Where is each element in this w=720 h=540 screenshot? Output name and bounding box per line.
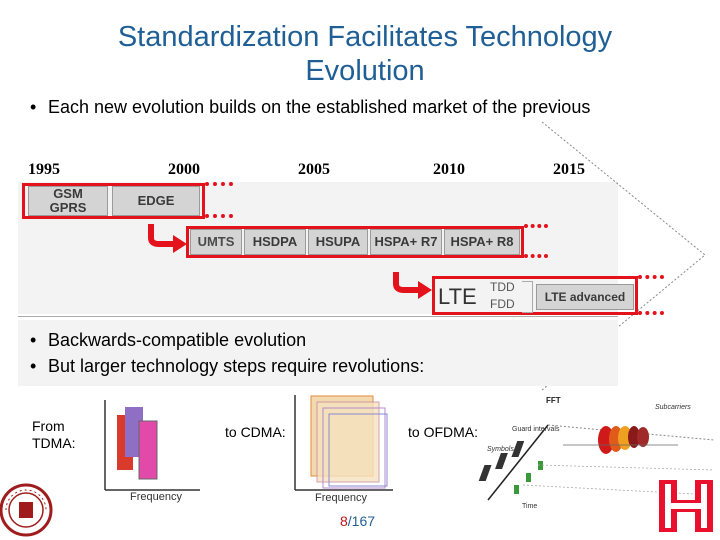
mid-bullet: • But larger technology steps require rev… bbox=[30, 356, 424, 377]
year-label: 2010 bbox=[433, 161, 465, 178]
tdma-caption-line2: TDMA: bbox=[32, 435, 76, 451]
timeline-rule bbox=[18, 316, 618, 317]
cdma-xlabel: Frequency bbox=[315, 492, 367, 504]
dotted-extension bbox=[205, 182, 233, 186]
gprs-label: GPRS bbox=[49, 200, 87, 215]
tdma-caption-line1: From bbox=[32, 418, 65, 434]
bullet-dot: • bbox=[30, 330, 37, 350]
tdd-label: TDD bbox=[490, 280, 515, 294]
gsm-gprs-box: GSM GPRS bbox=[28, 186, 108, 216]
bullet-dot: • bbox=[30, 356, 37, 376]
bend-arrow-icon bbox=[148, 224, 187, 253]
dotted-extension bbox=[205, 214, 233, 218]
mid-bullet-text: But larger technology steps require revo… bbox=[48, 356, 425, 376]
bullet-dot: • bbox=[30, 97, 37, 117]
bracket bbox=[522, 281, 533, 313]
dotted-extension bbox=[638, 311, 664, 315]
year-label: 2015 bbox=[553, 161, 585, 178]
ofdma-caption: to OFDMA: bbox=[408, 424, 479, 440]
top-bullet-text: Each new evolution builds on the establi… bbox=[48, 97, 591, 117]
row3-highlight bbox=[432, 276, 638, 315]
fdd-label: FDD bbox=[490, 297, 515, 311]
year-label: 2005 bbox=[298, 161, 330, 178]
dotted-extension bbox=[524, 224, 548, 228]
tdma-caption: From TDMA: bbox=[32, 418, 76, 452]
ofdma-diagram bbox=[478, 424, 715, 501]
dotted-extension bbox=[524, 254, 548, 258]
dotted-extension bbox=[638, 275, 664, 279]
hsdpa-box: HSDPA bbox=[244, 229, 306, 255]
mid-bullet-text: Backwards-compatible evolution bbox=[48, 330, 307, 350]
year-label: 1995 bbox=[28, 161, 60, 178]
tdma-xlabel: Frequency bbox=[130, 491, 182, 503]
cdma-caption: to CDMA: bbox=[225, 424, 286, 440]
hspa-r7-box: HSPA+ R7 bbox=[370, 229, 442, 255]
hspa-r8-box: HSPA+ R8 bbox=[444, 229, 520, 255]
page-total: /167 bbox=[347, 513, 376, 529]
bullets-band bbox=[18, 320, 618, 386]
page-current: 8 bbox=[340, 513, 348, 529]
gsm-label: GSM bbox=[53, 186, 83, 201]
edge-box: EDGE bbox=[112, 186, 200, 216]
tdma-diagram bbox=[104, 400, 200, 491]
ofdma-fft-label: FFT bbox=[546, 396, 561, 405]
page-number: 8/167 bbox=[340, 513, 375, 529]
ofdma-time-label: Time bbox=[522, 503, 538, 510]
row2-highlight bbox=[186, 226, 524, 258]
hsupa-box: HSUPA bbox=[308, 229, 368, 255]
slide-title: Standardization Facilitates Technology E… bbox=[117, 21, 613, 87]
row1-highlight bbox=[22, 183, 205, 219]
university-seal-logo bbox=[0, 483, 53, 537]
mid-bullet: • Backwards-compatible evolution bbox=[30, 330, 306, 351]
umts-box: UMTS bbox=[190, 229, 242, 255]
lte-advanced-box: LTE advanced bbox=[536, 284, 634, 310]
h-monogram-logo bbox=[659, 480, 713, 532]
ofdma-symbols-label: Symbols bbox=[487, 446, 514, 453]
cdma-diagram bbox=[294, 395, 393, 491]
bend-arrow-icon bbox=[393, 272, 432, 299]
ofdma-subcarriers-label: Subcarriers bbox=[655, 404, 691, 411]
top-bullet: • Each new evolution builds on the establ… bbox=[30, 97, 590, 118]
lte-label: LTE bbox=[438, 284, 477, 309]
year-label: 2000 bbox=[168, 161, 200, 178]
ofdma-guard-label: Guard intervals bbox=[512, 426, 560, 433]
